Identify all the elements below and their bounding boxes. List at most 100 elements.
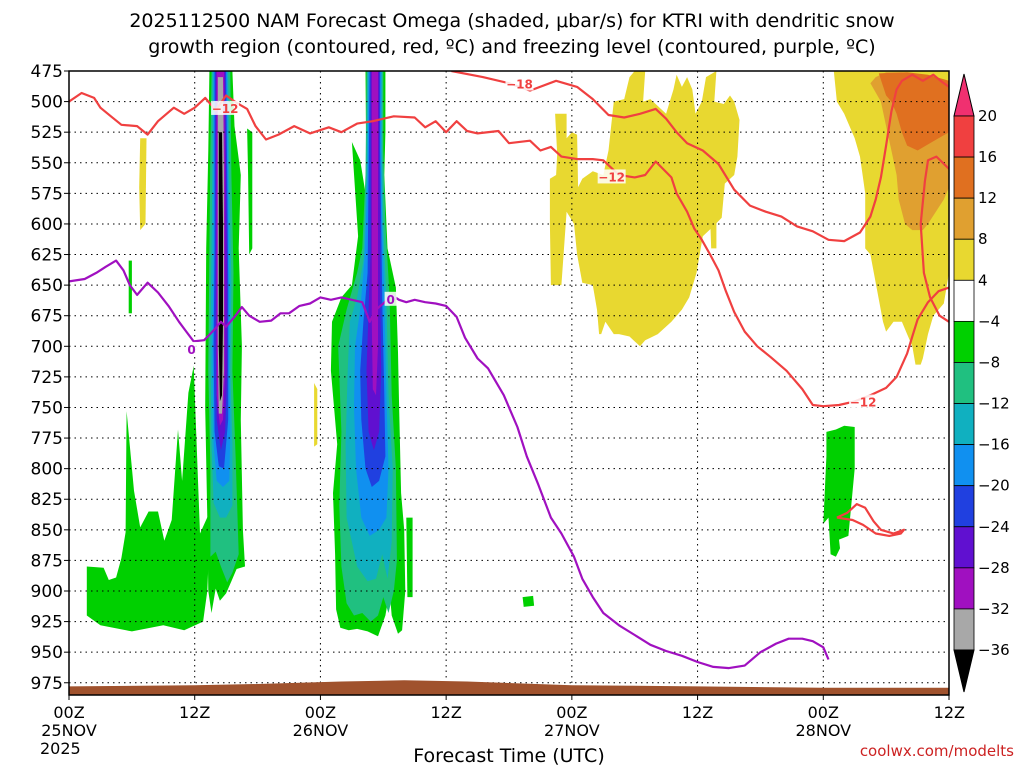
omega-region-24 xyxy=(549,71,740,347)
y-tick-label-5: 600 xyxy=(31,215,63,235)
terrain-fill xyxy=(69,680,949,695)
contour-label-bg-0 xyxy=(211,100,240,115)
omega-shaded-regions xyxy=(86,71,949,637)
contour-label-bg-1 xyxy=(505,76,534,91)
colorbar-label-8: −16 xyxy=(978,436,1010,454)
year-label: 2025 xyxy=(40,739,81,758)
colorbar-label-9: −20 xyxy=(978,477,1010,495)
x-tick-label-6: 00Z xyxy=(808,703,839,722)
colorbar-top-arrow xyxy=(953,73,975,117)
contour-label-1: −18 xyxy=(506,77,533,91)
colorbar-label-6: −8 xyxy=(978,353,1000,371)
colorbar-swatch-6 xyxy=(953,320,975,363)
contour-line-1 xyxy=(451,71,949,243)
colorbar-swatch-4 xyxy=(953,238,975,281)
x-tick-label-3: 12Z xyxy=(430,703,461,722)
x-date-label-6: 28NOV xyxy=(795,721,851,740)
colorbar-label-10: −24 xyxy=(978,518,1010,536)
y-tick-label-11: 750 xyxy=(31,398,63,418)
y-tick-label-12: 775 xyxy=(31,429,63,449)
colorbar: 20 16 12 8 4 −4 −8 −12 −16 −20 −24 −28 −32 −36 xyxy=(953,73,1010,693)
colorbar-label-4: 4 xyxy=(978,271,988,289)
x-date-label-0: 25NOV xyxy=(41,721,97,740)
chart-title-line-2: growth region (contoured, red, ºC) and f… xyxy=(148,36,875,58)
credit-link[interactable]: coolwx.com/modelts xyxy=(860,742,1014,760)
contour-line-0 xyxy=(69,91,949,408)
x-date-label-2: 26NOV xyxy=(293,721,349,740)
x-tick-label-7: 12Z xyxy=(934,703,965,722)
y-tick-label-9: 700 xyxy=(31,337,63,357)
colorbar-swatch-13 xyxy=(953,608,975,651)
y-tick-label-2: 525 xyxy=(31,123,63,143)
y-tick-label-19: 950 xyxy=(31,643,63,663)
y-tick-label-13: 800 xyxy=(31,460,63,480)
contour-label-bg-5 xyxy=(384,291,397,306)
colorbar-swatch-5 xyxy=(953,279,975,322)
colorbar-label-0: 20 xyxy=(978,107,997,125)
colorbar-swatch-7 xyxy=(953,362,975,404)
contour-label-4: 0 xyxy=(187,343,195,357)
omega-region-5 xyxy=(823,425,855,557)
x-tick-label-0: 00Z xyxy=(53,703,84,722)
y-axis-ticks: 475 500 525 550 575 600 625 650 675 700 725 750 775 8… xyxy=(31,62,69,694)
colorbar-swatch-3 xyxy=(953,197,975,240)
terrain-shape xyxy=(69,680,949,695)
contour-labels: −12 −18 −12 −12 0 0 xyxy=(185,76,878,410)
x-tick-label-5: 12Z xyxy=(682,703,713,722)
colorbar-swatch-1 xyxy=(953,115,975,158)
contour-label-bg-3 xyxy=(849,394,878,409)
colorbar-label-11: −28 xyxy=(978,559,1010,577)
omega-region-25 xyxy=(710,217,717,249)
y-tick-label-4: 575 xyxy=(31,184,63,204)
omega-region-22 xyxy=(139,138,147,231)
y-tick-label-16: 875 xyxy=(31,551,63,571)
contour-label-2: −12 xyxy=(598,170,625,184)
y-tick-label-3: 550 xyxy=(31,154,63,174)
colorbar-swatch-11 xyxy=(953,526,975,569)
colorbar-swatch-8 xyxy=(953,403,975,446)
chart-title-line-1: 2025112500 NAM Forecast Omega (shaded, μ… xyxy=(129,10,894,32)
omega-region-6 xyxy=(522,595,535,607)
omega-region-23 xyxy=(314,383,318,447)
x-axis-label: Forecast Time (UTC) xyxy=(413,745,604,767)
contour-label-3: −12 xyxy=(850,396,877,410)
x-date-label-4: 27NOV xyxy=(544,721,600,740)
colorbar-swatch-12 xyxy=(953,567,975,610)
colorbar-label-2: 12 xyxy=(978,189,997,207)
contour-label-0: −12 xyxy=(212,102,239,116)
contour-label-bg-4 xyxy=(185,341,198,356)
colorbar-swatch-9 xyxy=(953,444,975,487)
y-tick-label-14: 825 xyxy=(31,490,63,510)
omega-region-2 xyxy=(247,128,253,255)
y-tick-label-18: 925 xyxy=(31,613,63,633)
x-tick-label-1: 12Z xyxy=(179,703,210,722)
colorbar-bottom-arrow xyxy=(953,649,975,693)
colorbar-swatch-10 xyxy=(953,485,975,528)
y-tick-label-1: 500 xyxy=(31,93,63,113)
omega-region-21 xyxy=(218,132,223,402)
plot-frame xyxy=(68,70,950,696)
colorbar-label-1: 16 xyxy=(978,148,997,166)
contour-label-5: 0 xyxy=(386,293,394,307)
y-tick-label-0: 475 xyxy=(31,62,63,82)
y-tick-label-8: 675 xyxy=(31,307,63,327)
omega-region-4 xyxy=(406,517,413,598)
y-tick-label-6: 625 xyxy=(31,246,63,266)
colorbar-swatch-2 xyxy=(953,156,975,199)
x-tick-label-4: 00Z xyxy=(556,703,587,722)
y-tick-label-15: 850 xyxy=(31,521,63,541)
colorbar-label-13: −36 xyxy=(978,641,1010,659)
y-tick-label-10: 725 xyxy=(31,368,63,388)
omega-region-0 xyxy=(86,365,211,632)
contour-line-3 xyxy=(836,503,906,538)
colorbar-label-5: −4 xyxy=(978,312,1000,330)
colorbar-label-12: −32 xyxy=(978,600,1010,618)
colorbar-label-3: 8 xyxy=(978,230,988,248)
y-tick-label-7: 650 xyxy=(31,276,63,296)
y-tick-label-17: 900 xyxy=(31,582,63,602)
x-tick-label-2: 00Z xyxy=(305,703,336,722)
contour-line-2 xyxy=(919,155,949,323)
y-tick-label-20: 975 xyxy=(31,674,63,694)
